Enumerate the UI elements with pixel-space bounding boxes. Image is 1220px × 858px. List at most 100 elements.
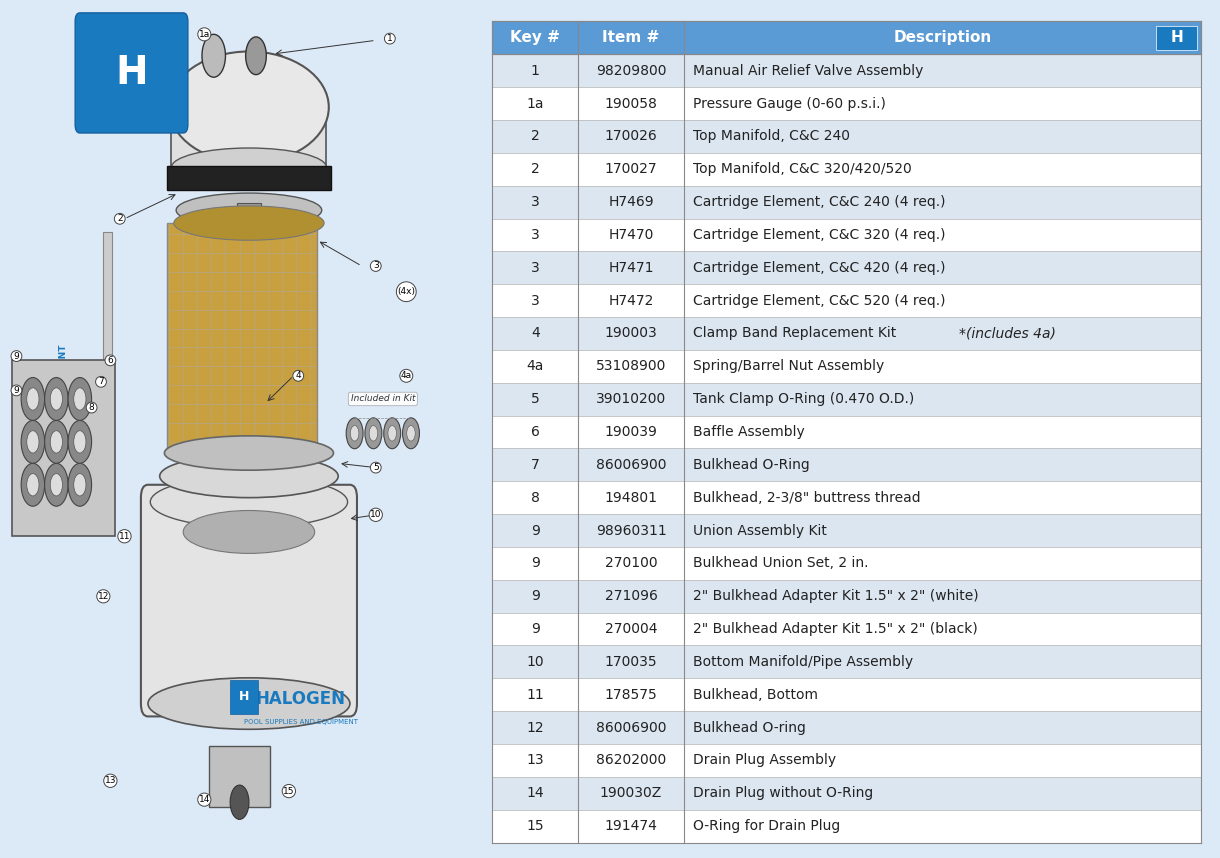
Text: 86006900: 86006900 [595,721,666,734]
Text: Baffle Assembly: Baffle Assembly [693,425,804,439]
Ellipse shape [165,436,333,470]
Circle shape [45,420,68,463]
Text: Description: Description [893,30,992,45]
Text: 178575: 178575 [605,688,658,702]
FancyBboxPatch shape [104,232,112,403]
FancyBboxPatch shape [492,383,1202,415]
FancyBboxPatch shape [172,103,327,167]
FancyBboxPatch shape [492,185,1202,219]
Text: H: H [115,54,148,92]
Text: 4: 4 [295,372,301,380]
Circle shape [231,785,249,819]
Text: 53108900: 53108900 [595,360,666,373]
FancyBboxPatch shape [1157,26,1198,50]
Ellipse shape [172,148,327,186]
Ellipse shape [170,51,329,163]
Text: O-Ring for Drain Plug: O-Ring for Drain Plug [693,819,839,833]
Text: Top Manifold, C&C 240: Top Manifold, C&C 240 [693,130,849,143]
Text: HALOGEN: HALOGEN [23,373,43,485]
FancyBboxPatch shape [492,744,1202,776]
Text: 86202000: 86202000 [595,753,666,767]
Text: Cartridge Element, C&C 240 (4 req.): Cartridge Element, C&C 240 (4 req.) [693,195,946,209]
Text: 10: 10 [527,655,544,669]
Text: Cartridge Element, C&C 420 (4 req.): Cartridge Element, C&C 420 (4 req.) [693,261,946,275]
FancyBboxPatch shape [140,485,357,716]
Text: 9: 9 [13,352,20,360]
FancyBboxPatch shape [492,350,1202,383]
Circle shape [365,418,382,449]
Text: Key #: Key # [510,30,560,45]
Text: Included in Kit: Included in Kit [350,395,415,403]
Circle shape [203,34,226,77]
Circle shape [68,420,92,463]
Circle shape [73,474,85,496]
FancyBboxPatch shape [492,679,1202,711]
Text: 14: 14 [527,786,544,801]
Circle shape [406,426,415,441]
Text: Pressure Gauge (0-60 p.s.i.): Pressure Gauge (0-60 p.s.i.) [693,97,886,111]
Text: 2" Bulkhead Adapter Kit 1.5" x 2" (white): 2" Bulkhead Adapter Kit 1.5" x 2" (white… [693,589,978,603]
Text: H7469: H7469 [609,195,654,209]
Text: 10: 10 [370,511,382,519]
Text: 9: 9 [531,589,539,603]
Text: 3: 3 [531,195,539,209]
Text: 3: 3 [373,262,378,270]
Text: Item #: Item # [603,30,660,45]
Text: *(includes 4a): *(includes 4a) [959,327,1055,341]
Text: (4x): (4x) [398,287,415,296]
Circle shape [370,426,378,441]
Text: 15: 15 [527,819,544,833]
Circle shape [21,378,45,420]
Text: 9: 9 [531,622,539,636]
FancyBboxPatch shape [12,360,115,536]
Text: Spring/Barrel Nut Assembly: Spring/Barrel Nut Assembly [693,360,883,373]
Text: H7470: H7470 [609,228,654,242]
Text: 191474: 191474 [605,819,658,833]
Circle shape [50,474,62,496]
Ellipse shape [148,678,350,729]
Text: 11: 11 [118,532,131,541]
Text: 13: 13 [527,753,544,767]
FancyBboxPatch shape [492,514,1202,547]
Circle shape [73,388,85,410]
Circle shape [384,418,400,449]
Text: 1a: 1a [199,30,210,39]
FancyBboxPatch shape [492,251,1202,284]
Text: 270100: 270100 [605,556,658,571]
FancyBboxPatch shape [492,219,1202,251]
Text: Clamp Band Replacement Kit: Clamp Band Replacement Kit [693,327,900,341]
Circle shape [27,388,39,410]
Circle shape [21,420,45,463]
FancyBboxPatch shape [492,317,1202,350]
Text: Bulkhead O-Ring: Bulkhead O-Ring [693,458,809,472]
Text: 6: 6 [531,425,539,439]
Text: 3: 3 [531,293,539,308]
Circle shape [27,474,39,496]
Text: 2: 2 [531,162,539,176]
Text: 11: 11 [527,688,544,702]
FancyBboxPatch shape [492,88,1202,120]
Text: 190058: 190058 [605,97,658,111]
Text: 3: 3 [531,261,539,275]
Text: Top Manifold, C&C 320/420/520: Top Manifold, C&C 320/420/520 [693,162,911,176]
Text: 8: 8 [89,403,94,412]
Circle shape [403,418,420,449]
Text: 2" Bulkhead Adapter Kit 1.5" x 2" (black): 2" Bulkhead Adapter Kit 1.5" x 2" (black… [693,622,977,636]
FancyBboxPatch shape [492,481,1202,514]
FancyBboxPatch shape [492,415,1202,449]
Circle shape [350,426,359,441]
Text: 9: 9 [531,556,539,571]
Text: H7471: H7471 [609,261,654,275]
Ellipse shape [150,476,348,528]
Text: Bulkhead, Bottom: Bulkhead, Bottom [693,688,817,702]
Text: 86006900: 86006900 [595,458,666,472]
FancyBboxPatch shape [167,223,317,450]
FancyBboxPatch shape [492,776,1202,810]
Circle shape [21,463,45,506]
Ellipse shape [226,208,272,239]
FancyBboxPatch shape [492,153,1202,185]
Text: 1: 1 [531,63,539,78]
Text: 14: 14 [199,795,210,804]
FancyBboxPatch shape [237,203,261,225]
FancyBboxPatch shape [492,645,1202,679]
